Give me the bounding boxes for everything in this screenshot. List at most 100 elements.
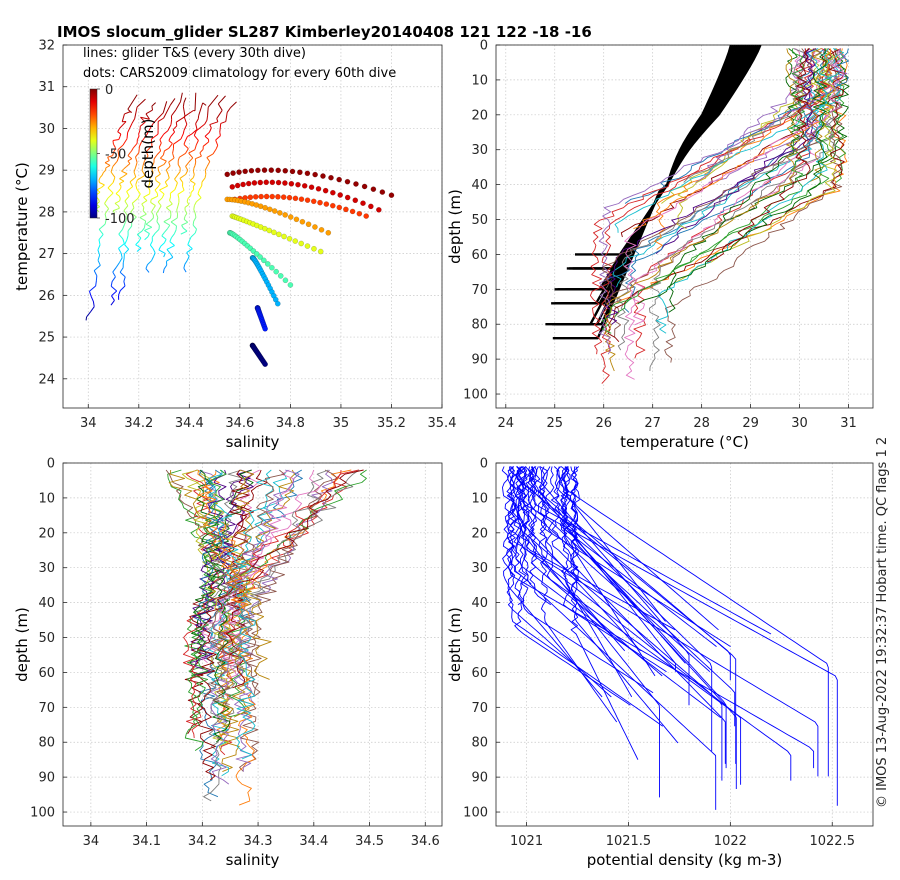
y-tick-label: 70: [471, 283, 488, 298]
glider-ts-segment: [121, 113, 125, 122]
glider-ts-segment: [98, 177, 101, 181]
x-tick-label: 30: [791, 416, 808, 431]
glider-ts-segment: [159, 154, 164, 159]
glider-ts-segment: [131, 147, 134, 152]
glider-ts-segment: [104, 208, 110, 215]
glider-ts-segment: [188, 149, 196, 154]
glider-ts-segment: [149, 217, 154, 222]
y-tick-label: 80: [471, 736, 488, 751]
glider-ts-segment: [193, 135, 199, 141]
glider-ts-segment: [143, 193, 150, 198]
glider-ts-segment: [118, 290, 121, 296]
y-tick-label: 26: [38, 289, 55, 304]
glider-ts-segment: [127, 225, 133, 232]
x-tick-label: 28: [693, 416, 710, 431]
glider-ts-segment: [206, 157, 211, 162]
glider-ts-segment: [104, 203, 109, 209]
glider-density-profile: [562, 466, 666, 622]
glider-ts-segment: [115, 193, 120, 197]
glider-ts-segment: [116, 156, 120, 162]
glider-ts-segment: [132, 198, 139, 204]
glider-ts-segment: [136, 247, 142, 252]
glider-density-profile: [525, 466, 676, 631]
x-tick-label: 1021.5: [606, 834, 652, 849]
glider-ts-segment: [189, 177, 194, 181]
climatology-dot: [282, 277, 289, 284]
x-tick-label: 29: [742, 416, 759, 431]
glider-ts-segment: [204, 165, 208, 171]
glider-ts-segment: [187, 244, 193, 250]
glider-ts-segment: [122, 138, 128, 146]
glider-ts-segment: [193, 201, 197, 206]
glider-ts-segment: [158, 147, 162, 152]
glider-ts-segment: [206, 161, 211, 167]
climatology-dot: [317, 199, 323, 206]
glider-temperature-profile: [607, 48, 845, 343]
glider-ts-segment: [183, 216, 186, 220]
climatology-dot: [274, 300, 281, 307]
climatology-dot: [289, 168, 296, 175]
glider-ts-segment: [176, 171, 181, 176]
climatology-dot: [312, 171, 318, 178]
glider-ts-segment: [169, 253, 174, 258]
climatology-dot: [267, 206, 273, 213]
glider-ts-segment: [118, 248, 122, 254]
glider-ts-segment: [122, 238, 125, 244]
glider-temperature-profile: [633, 48, 802, 326]
x-tick-label: 1022: [714, 834, 747, 849]
glider-ts-segment: [183, 144, 189, 149]
glider-ts-segment: [89, 285, 96, 292]
glider-ts-segment: [151, 133, 159, 140]
x-tick-label: 34.8: [276, 416, 305, 431]
climatology-dot: [343, 206, 349, 213]
glider-ts-segment: [168, 157, 175, 163]
glider-density-profile: [559, 466, 717, 647]
glider-ts-segment: [225, 112, 228, 122]
glider-ts-segment: [147, 260, 152, 265]
x-tick-label: 34.2: [188, 834, 217, 849]
glider-ts-segment: [130, 212, 137, 218]
y-tick-label: 80: [471, 318, 488, 333]
climatology-dot: [368, 203, 374, 210]
glider-ts-segment: [107, 182, 114, 189]
climatology-dot: [248, 167, 255, 174]
glider-ts-segment: [119, 198, 121, 202]
glider-ts-segment: [118, 257, 123, 263]
glider-ts-segment: [147, 183, 151, 188]
glider-ts-segment: [118, 183, 122, 187]
glider-ts-segment: [99, 174, 103, 178]
glider-ts-segment: [173, 229, 177, 234]
glider-ts-segment: [134, 106, 138, 119]
glider-ts-segment: [141, 165, 144, 171]
glider-ts-segment: [119, 180, 125, 185]
y-tick-label: 30: [471, 143, 488, 158]
climatology-dot: [312, 224, 318, 230]
glider-density-profile: [521, 466, 819, 777]
glider-ts-segment: [204, 131, 210, 137]
y-tick-label: 0: [480, 457, 488, 472]
y-tick-label: 20: [471, 526, 488, 541]
colorbar-tick-label: -50: [105, 148, 126, 163]
glider-ts-segment: [104, 162, 111, 166]
glider-ts-segment: [127, 160, 131, 164]
glider-ts-segment: [172, 129, 176, 133]
y-tick-label: 29: [38, 164, 55, 179]
climatology-dot: [298, 240, 305, 247]
glider-ts-segment: [201, 177, 206, 183]
glider-ts-segment: [126, 163, 131, 167]
climatology-dot: [245, 180, 252, 187]
glider-density-profile: [516, 466, 660, 798]
glider-ts-segment: [172, 125, 178, 131]
glider-density-profile: [522, 466, 717, 810]
axes-frame: [495, 44, 874, 409]
glider-ts-segment: [92, 301, 95, 307]
glider-density-profile: [528, 466, 713, 752]
glider-ts-segment: [184, 136, 188, 142]
glider-ts-segment: [145, 109, 153, 115]
glider-ts-segment: [173, 138, 182, 145]
glider-ts-segment: [169, 196, 172, 201]
glider-ts-segment: [179, 178, 184, 183]
glider-ts-segment: [124, 111, 131, 115]
glider-ts-segment: [154, 186, 159, 191]
glider-density-profile: [553, 466, 719, 631]
